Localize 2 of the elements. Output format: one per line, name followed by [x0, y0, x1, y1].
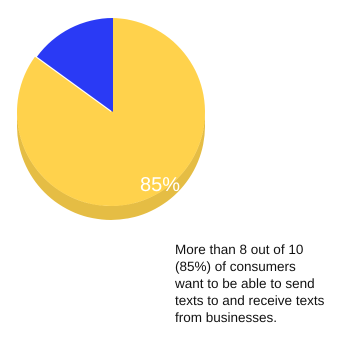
data-label: 85% [140, 174, 180, 196]
text: More than 8 out of 10 (85%) of consumers want to be able to send texts to and receive texts from businesses. [174, 242, 325, 325]
